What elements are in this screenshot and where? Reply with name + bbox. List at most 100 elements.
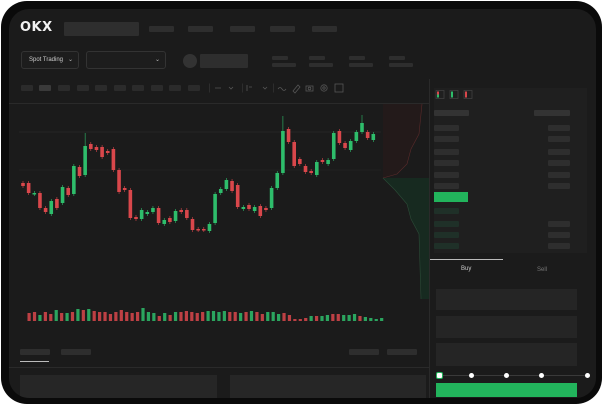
volume-bar (228, 312, 232, 321)
slider-mark-50[interactable] (504, 373, 509, 378)
candle (315, 162, 319, 175)
volume-bar (347, 315, 351, 321)
volume-bar (103, 312, 107, 321)
total-input[interactable] (436, 343, 577, 366)
divider (9, 367, 429, 368)
volume-bar (369, 318, 373, 321)
tab-indicator (430, 259, 503, 260)
depth-asks-line (382, 104, 423, 179)
volume-bar (98, 312, 102, 321)
volume-bar (374, 319, 378, 321)
volume-bar (342, 315, 346, 321)
volume-bar (141, 308, 145, 321)
nav-item[interactable] (149, 26, 174, 32)
ask-price (434, 183, 459, 189)
tab-buy[interactable]: Buy (461, 266, 472, 272)
timeframe-button[interactable] (21, 85, 33, 91)
bottom-action[interactable] (349, 349, 379, 355)
candle (360, 123, 364, 132)
orderbook-view-toggle[interactable] (435, 90, 485, 100)
candlestick-chart[interactable] (9, 104, 429, 334)
volume-bar (32, 312, 37, 321)
ask-price (434, 149, 459, 155)
volume-bar (38, 315, 42, 321)
depth-bids-area (383, 178, 429, 299)
nav-item[interactable] (230, 26, 255, 32)
volume-bar (380, 318, 384, 321)
candle (202, 229, 206, 231)
tab-history[interactable] (61, 349, 91, 355)
volume-bar (87, 309, 91, 321)
candle (179, 210, 183, 212)
timeframe-button[interactable] (39, 85, 51, 91)
timeframe-button[interactable] (188, 85, 200, 91)
orderbook-both-icon (435, 90, 445, 99)
candle (162, 220, 167, 224)
volume-bar (249, 311, 254, 321)
stat-value (349, 63, 373, 67)
volume-bar (201, 312, 205, 321)
spot-trading-select[interactable]: Spot Trading ⌄ (21, 51, 79, 69)
orderbook-header (534, 110, 570, 116)
timeframe-button[interactable] (58, 85, 70, 91)
candle (128, 190, 133, 218)
timeframe-button[interactable] (95, 85, 107, 91)
volume-bar (217, 312, 221, 321)
chevron-down-icon (228, 86, 234, 90)
nav-item[interactable] (312, 26, 337, 32)
tab-sell[interactable]: Sell (537, 267, 548, 273)
slider-handle[interactable] (436, 372, 443, 379)
pair-select[interactable]: ⌄ (86, 51, 166, 69)
candle (66, 188, 70, 195)
stat-label (309, 56, 325, 60)
slider-mark-75[interactable] (539, 373, 544, 378)
timeframe-button[interactable] (169, 85, 181, 91)
candle (111, 149, 116, 170)
volume-bar (206, 311, 210, 321)
chart-toolbar (21, 84, 421, 94)
volume-bar (266, 312, 270, 321)
volume-bar (352, 314, 357, 321)
slider-mark-25[interactable] (469, 373, 474, 378)
depth-bids-line (382, 177, 422, 300)
timeframe-button[interactable] (77, 85, 89, 91)
candle (49, 201, 54, 214)
volume-bar (119, 310, 123, 321)
volume-bar (60, 313, 64, 321)
timeframe-button[interactable] (114, 85, 126, 91)
candle (303, 166, 308, 172)
amount-slider[interactable] (439, 375, 589, 376)
amount-input[interactable] (436, 316, 577, 338)
candle (275, 173, 280, 188)
price-input[interactable] (436, 289, 577, 310)
depth-asks-area (383, 104, 429, 178)
candle (331, 133, 336, 159)
volume-bar (358, 316, 362, 321)
ruler-icon (292, 84, 301, 94)
candle (343, 143, 347, 148)
bid-price (434, 208, 459, 214)
okx-logo[interactable]: OKX (20, 20, 53, 35)
search-bar[interactable] (64, 22, 139, 36)
buy-button[interactable] (436, 383, 577, 397)
tab-open-orders[interactable] (20, 349, 50, 355)
stat-value (389, 63, 413, 67)
timeframe-button[interactable] (132, 85, 144, 91)
nav-item[interactable] (270, 26, 295, 32)
timeframe-button[interactable] (151, 85, 163, 91)
candle (207, 224, 212, 231)
candle (230, 181, 234, 191)
volume-bar (179, 312, 183, 321)
candle (292, 142, 296, 166)
chevron-down-icon: ⌄ (68, 57, 74, 63)
volume-bar (70, 312, 75, 321)
nav-item[interactable] (188, 26, 213, 32)
volume-bar (325, 315, 330, 321)
orderbook-header (434, 110, 469, 116)
bottom-action[interactable] (387, 349, 417, 355)
divider (429, 79, 430, 398)
orderbook-buy-icon (449, 90, 459, 99)
volume-bar (108, 314, 113, 321)
slider-mark-100[interactable] (585, 373, 590, 378)
